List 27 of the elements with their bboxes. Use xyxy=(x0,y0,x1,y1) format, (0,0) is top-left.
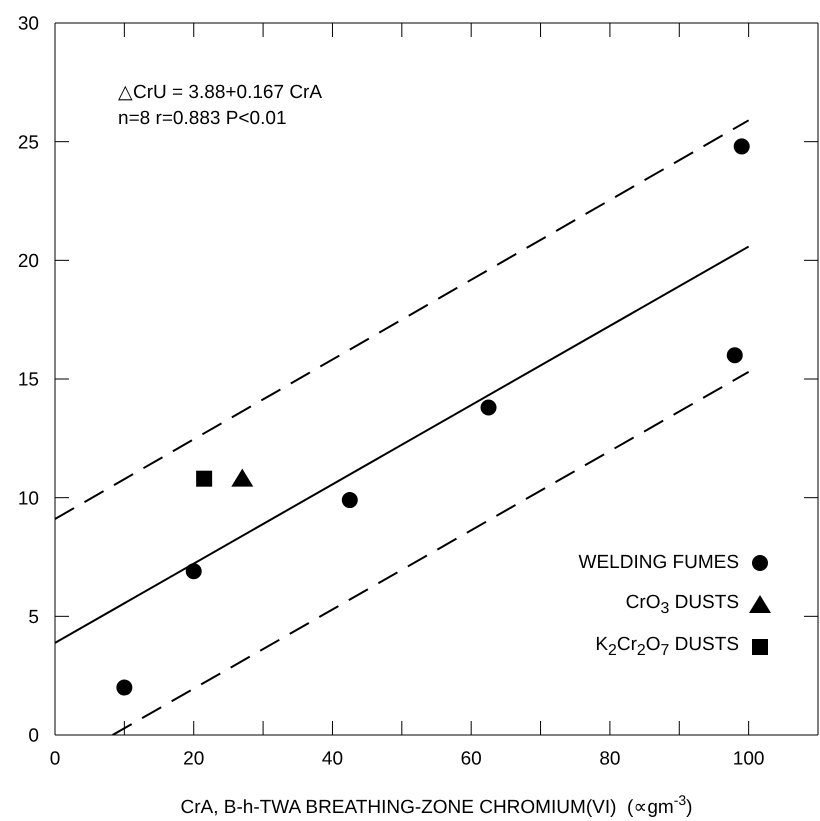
point xyxy=(231,468,254,487)
y-tick-label: 5 xyxy=(28,607,39,628)
y-tick-label: 25 xyxy=(18,132,39,154)
point xyxy=(480,399,497,416)
point xyxy=(734,138,750,154)
point xyxy=(196,470,212,487)
y-tick-label: 0 xyxy=(28,726,39,747)
x-tick-label: 80 xyxy=(599,748,620,770)
x-tick-label: 100 xyxy=(732,748,764,770)
y-tick-label: 10 xyxy=(18,488,39,510)
legend-label: WELDING FUMES xyxy=(578,552,739,574)
point xyxy=(342,492,358,508)
x-tick-label: 0 xyxy=(50,748,60,770)
x-tick-label: 40 xyxy=(322,748,344,770)
point xyxy=(186,563,202,580)
x-axis-title: CrA, B-h-TWA BREATHING-ZONE CHROMIUM(VI) (∝gm$^{-3}$) xyxy=(180,792,692,818)
y-tick-label: 20 xyxy=(18,251,39,272)
legend-label: K$_{2}$Cr$_{2}$O$_{7}$ DUSTS xyxy=(595,634,739,660)
x-tick-label: 60 xyxy=(460,748,482,770)
legend-label: CrO$_{3}$ DUSTS xyxy=(626,592,739,618)
x-tick-label: 20 xyxy=(183,748,204,770)
annotation: n=8 r=0.883 P<0.01 xyxy=(118,107,288,131)
point xyxy=(726,347,743,364)
point xyxy=(116,680,132,696)
annotation: △CrU = 3.88+0.167 CrA xyxy=(118,81,322,105)
y-tick-label: 30 xyxy=(18,14,39,35)
y-tick-label: 15 xyxy=(18,370,39,391)
